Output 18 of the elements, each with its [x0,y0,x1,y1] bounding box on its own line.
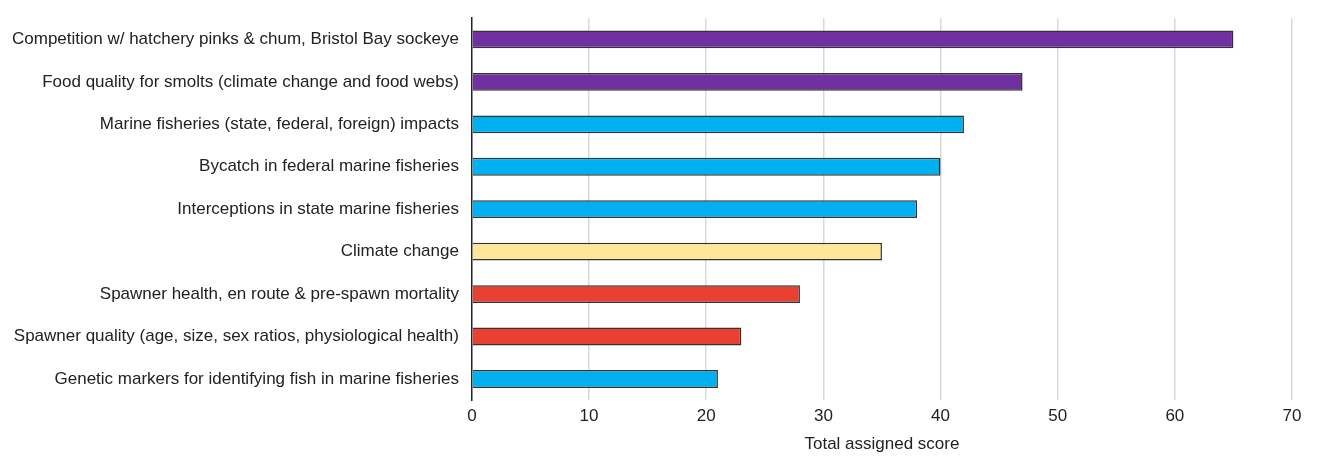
x-tick-label: 70 [1282,406,1302,426]
x-tick-label: 30 [813,406,833,426]
x-tick-label: 10 [579,406,599,426]
x-tick-label: 40 [931,406,950,426]
y-tick-label: Spawner quality (age, size, sex ratios, physiological health) [13,326,459,346]
y-tick-label: Food quality for smolts (climate change and food webs) [42,71,459,91]
y-tick-label: Interceptions in state marine fisheries [177,198,459,218]
y-tick-label: Bycatch in federal marine fisheries [199,156,459,176]
y-tick-label: Marine fisheries (state, federal, foreign) impacts [99,114,459,133]
y-tick-label: Genetic markers for identifying fish in marine fisheries [54,368,459,388]
x-tick-label: 0 [467,406,477,426]
y-tick-label: Spawner health, en route & pre-spawn mortality [99,283,460,303]
x-tick-label: 60 [1165,406,1185,426]
x-tick-label: 20 [696,406,716,426]
x-tick-label: 50 [1048,406,1068,426]
y-tick-label: Climate change [340,241,459,261]
y-tick-label: Competition w/ hatchery pinks & chum, Bristol Bay sockeye [12,29,459,49]
x-axis-title: Total assigned score [804,434,960,454]
